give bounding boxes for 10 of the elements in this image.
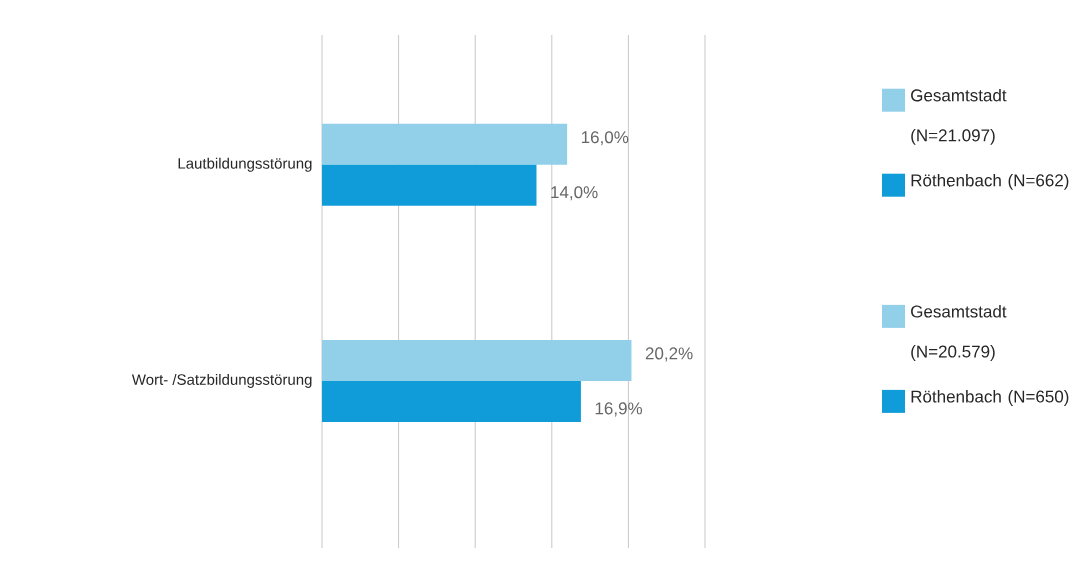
text: Gesamtstadt (N=21.097) [911, 88, 1007, 145]
data-label: 16,9% [595, 402, 643, 417]
legend-label: Röthenbach (N=650) [911, 390, 1069, 406]
data-label: 20,2% [645, 347, 693, 362]
data-label: 16,0% [581, 131, 629, 146]
legend-label: Röthenbach (N=662) [911, 173, 1069, 190]
text: Gesamtstadt (N=20.579) [911, 305, 1007, 361]
y-tick-label: Wort- /Satzbildungsstörung [131, 373, 312, 388]
data-label: 14,0% [551, 186, 598, 201]
y-tick-label: Lautbildungsstörung [178, 157, 312, 172]
